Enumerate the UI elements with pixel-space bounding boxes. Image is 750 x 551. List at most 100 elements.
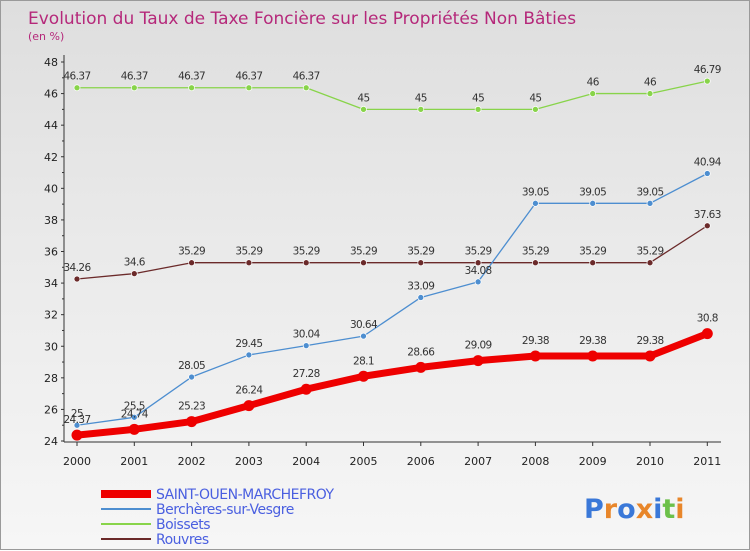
- data-point-rouvres: [188, 259, 195, 267]
- data-label-rouvres: 35.29: [350, 246, 377, 258]
- legend-label: Berchères-sur-Vesgre: [156, 502, 294, 518]
- data-label-boissets: 46.37: [63, 71, 90, 83]
- data-label-berch-res-sur-vesgre: 29.45: [235, 338, 262, 350]
- data-point-boissets: [302, 84, 310, 92]
- data-labels: 46.37 46.37 46.37 46.37 46.37 45 45 45 45 46 46 46.…: [63, 64, 722, 426]
- x-tick-label: 2005: [350, 455, 378, 468]
- data-label-berch-res-sur-vesgre: 28.05: [178, 360, 205, 372]
- y-tick-label: 24: [44, 435, 58, 448]
- data-label-saint-ouen-marchefroy: 30.8: [697, 313, 718, 325]
- x-tick-label: 2000: [63, 455, 91, 468]
- data-label-berch-res-sur-vesgre: 39.05: [522, 186, 549, 198]
- data-point-saint-ouen-marchefroy: [587, 350, 599, 362]
- data-point-boissets: [245, 84, 253, 92]
- data-point-saint-ouen-marchefroy: [529, 350, 541, 362]
- data-point-rouvres: [646, 259, 654, 267]
- axes: 24 26 28 30 32 34 36 38 40 42 44 46 48 2000 2001 2002 20…: [44, 55, 721, 468]
- x-tick-label: 2010: [636, 455, 664, 468]
- chart-title: Evolution du Taux de Taxe Foncière sur l…: [28, 9, 576, 29]
- y-tick-label: 30: [44, 340, 58, 353]
- data-label-boissets: 45: [357, 92, 369, 104]
- data-point-saint-ouen-marchefroy: [644, 350, 656, 362]
- data-point-saint-ouen-marchefroy: [243, 400, 255, 412]
- data-label-berch-res-sur-vesgre: 40.94: [694, 156, 722, 168]
- x-tick-label: 2006: [407, 455, 435, 468]
- data-point-saint-ouen-marchefroy: [358, 370, 369, 382]
- data-point-rouvres: [589, 259, 597, 267]
- y-tick-label: 48: [44, 56, 58, 69]
- data-point-rouvres: [474, 259, 482, 267]
- legend-label: SAINT-OUEN-MARCHEFROY: [156, 487, 335, 503]
- data-point-saint-ouen-marchefroy: [701, 328, 713, 340]
- data-label-rouvres: 35.29: [178, 246, 205, 258]
- data-label-boissets: 46.79: [694, 64, 721, 76]
- data-label-rouvres: 34.6: [124, 257, 146, 269]
- data-label-rouvres: 35.29: [579, 246, 606, 258]
- data-label-saint-ouen-marchefroy: 24.37: [63, 414, 90, 426]
- data-label-berch-res-sur-vesgre: 25.5: [124, 400, 145, 412]
- y-tick-label: 28: [44, 372, 58, 385]
- y-tick-label: 40: [44, 182, 58, 195]
- data-label-saint-ouen-marchefroy: 27.28: [293, 368, 320, 380]
- data-point-boissets: [532, 106, 539, 113]
- chart-subtitle: (en %): [28, 30, 64, 43]
- data-point-rouvres: [245, 259, 253, 267]
- data-label-rouvres: 35.29: [235, 246, 262, 258]
- x-tick-label: 2002: [178, 455, 206, 468]
- data-label-boissets: 46.37: [235, 71, 262, 83]
- data-point-berch-res-sur-vesgre: [646, 199, 654, 207]
- logo-letter: t: [662, 494, 675, 525]
- data-point-boissets: [417, 106, 425, 113]
- logo-letter: P: [584, 494, 604, 525]
- x-tick-label: 2004: [292, 455, 320, 468]
- series-line-rouvres: [76, 225, 708, 280]
- data-point-rouvres: [302, 259, 310, 267]
- data-label-boissets: 46: [644, 77, 657, 89]
- data-label-saint-ouen-marchefroy: 28.1: [353, 355, 374, 367]
- data-point-boissets: [360, 106, 367, 113]
- x-tick-label: 2003: [235, 455, 263, 468]
- logo-letter: i: [653, 494, 662, 525]
- data-point-berch-res-sur-vesgre: [73, 421, 81, 429]
- data-point-saint-ouen-marchefroy: [415, 361, 427, 373]
- y-tick-label: 26: [44, 403, 58, 416]
- data-point-berch-res-sur-vesgre: [360, 332, 367, 340]
- data-point-boissets: [73, 84, 81, 92]
- data-label-rouvres: 35.29: [636, 246, 663, 258]
- series-line-saint-ouen-marchefroy: [73, 330, 711, 439]
- series-layer: [71, 77, 713, 441]
- data-label-saint-ouen-marchefroy: 29.38: [636, 335, 663, 347]
- data-label-berch-res-sur-vesgre: 39.05: [636, 186, 663, 198]
- y-tick-label: 38: [44, 214, 58, 227]
- data-point-rouvres: [532, 259, 539, 267]
- data-label-rouvres: 35.29: [465, 246, 492, 258]
- data-point-saint-ouen-marchefroy: [472, 355, 484, 367]
- data-label-rouvres: 34.26: [63, 262, 91, 274]
- y-tick-label: 34: [44, 277, 58, 290]
- logo-letter: i: [675, 494, 684, 525]
- data-label-boissets: 45: [529, 92, 541, 104]
- data-point-berch-res-sur-vesgre: [589, 199, 597, 207]
- data-point-boissets: [188, 84, 195, 92]
- data-label-berch-res-sur-vesgre: 30.64: [350, 319, 378, 331]
- x-tick-label: 2011: [693, 455, 721, 468]
- data-point-rouvres: [130, 270, 138, 277]
- data-point-boissets: [589, 90, 597, 97]
- data-label-boissets: 46.37: [121, 71, 148, 83]
- x-tick-label: 2009: [579, 455, 607, 468]
- data-label-rouvres: 37.63: [694, 209, 721, 221]
- data-label-boissets: 46: [587, 77, 600, 89]
- x-tick-label: 2008: [521, 455, 549, 468]
- data-label-rouvres: 35.29: [407, 246, 434, 258]
- y-tick-label: 44: [44, 119, 58, 132]
- data-point-berch-res-sur-vesgre: [302, 342, 310, 349]
- data-point-berch-res-sur-vesgre: [130, 413, 138, 421]
- data-label-berch-res-sur-vesgre: 33.09: [407, 280, 434, 292]
- y-tick-label: 46: [44, 88, 58, 101]
- data-label-boissets: 45: [472, 92, 484, 104]
- legend-label: Rouvres: [156, 532, 209, 548]
- data-point-boissets: [646, 90, 654, 97]
- data-label-berch-res-sur-vesgre: 30.04: [293, 329, 321, 341]
